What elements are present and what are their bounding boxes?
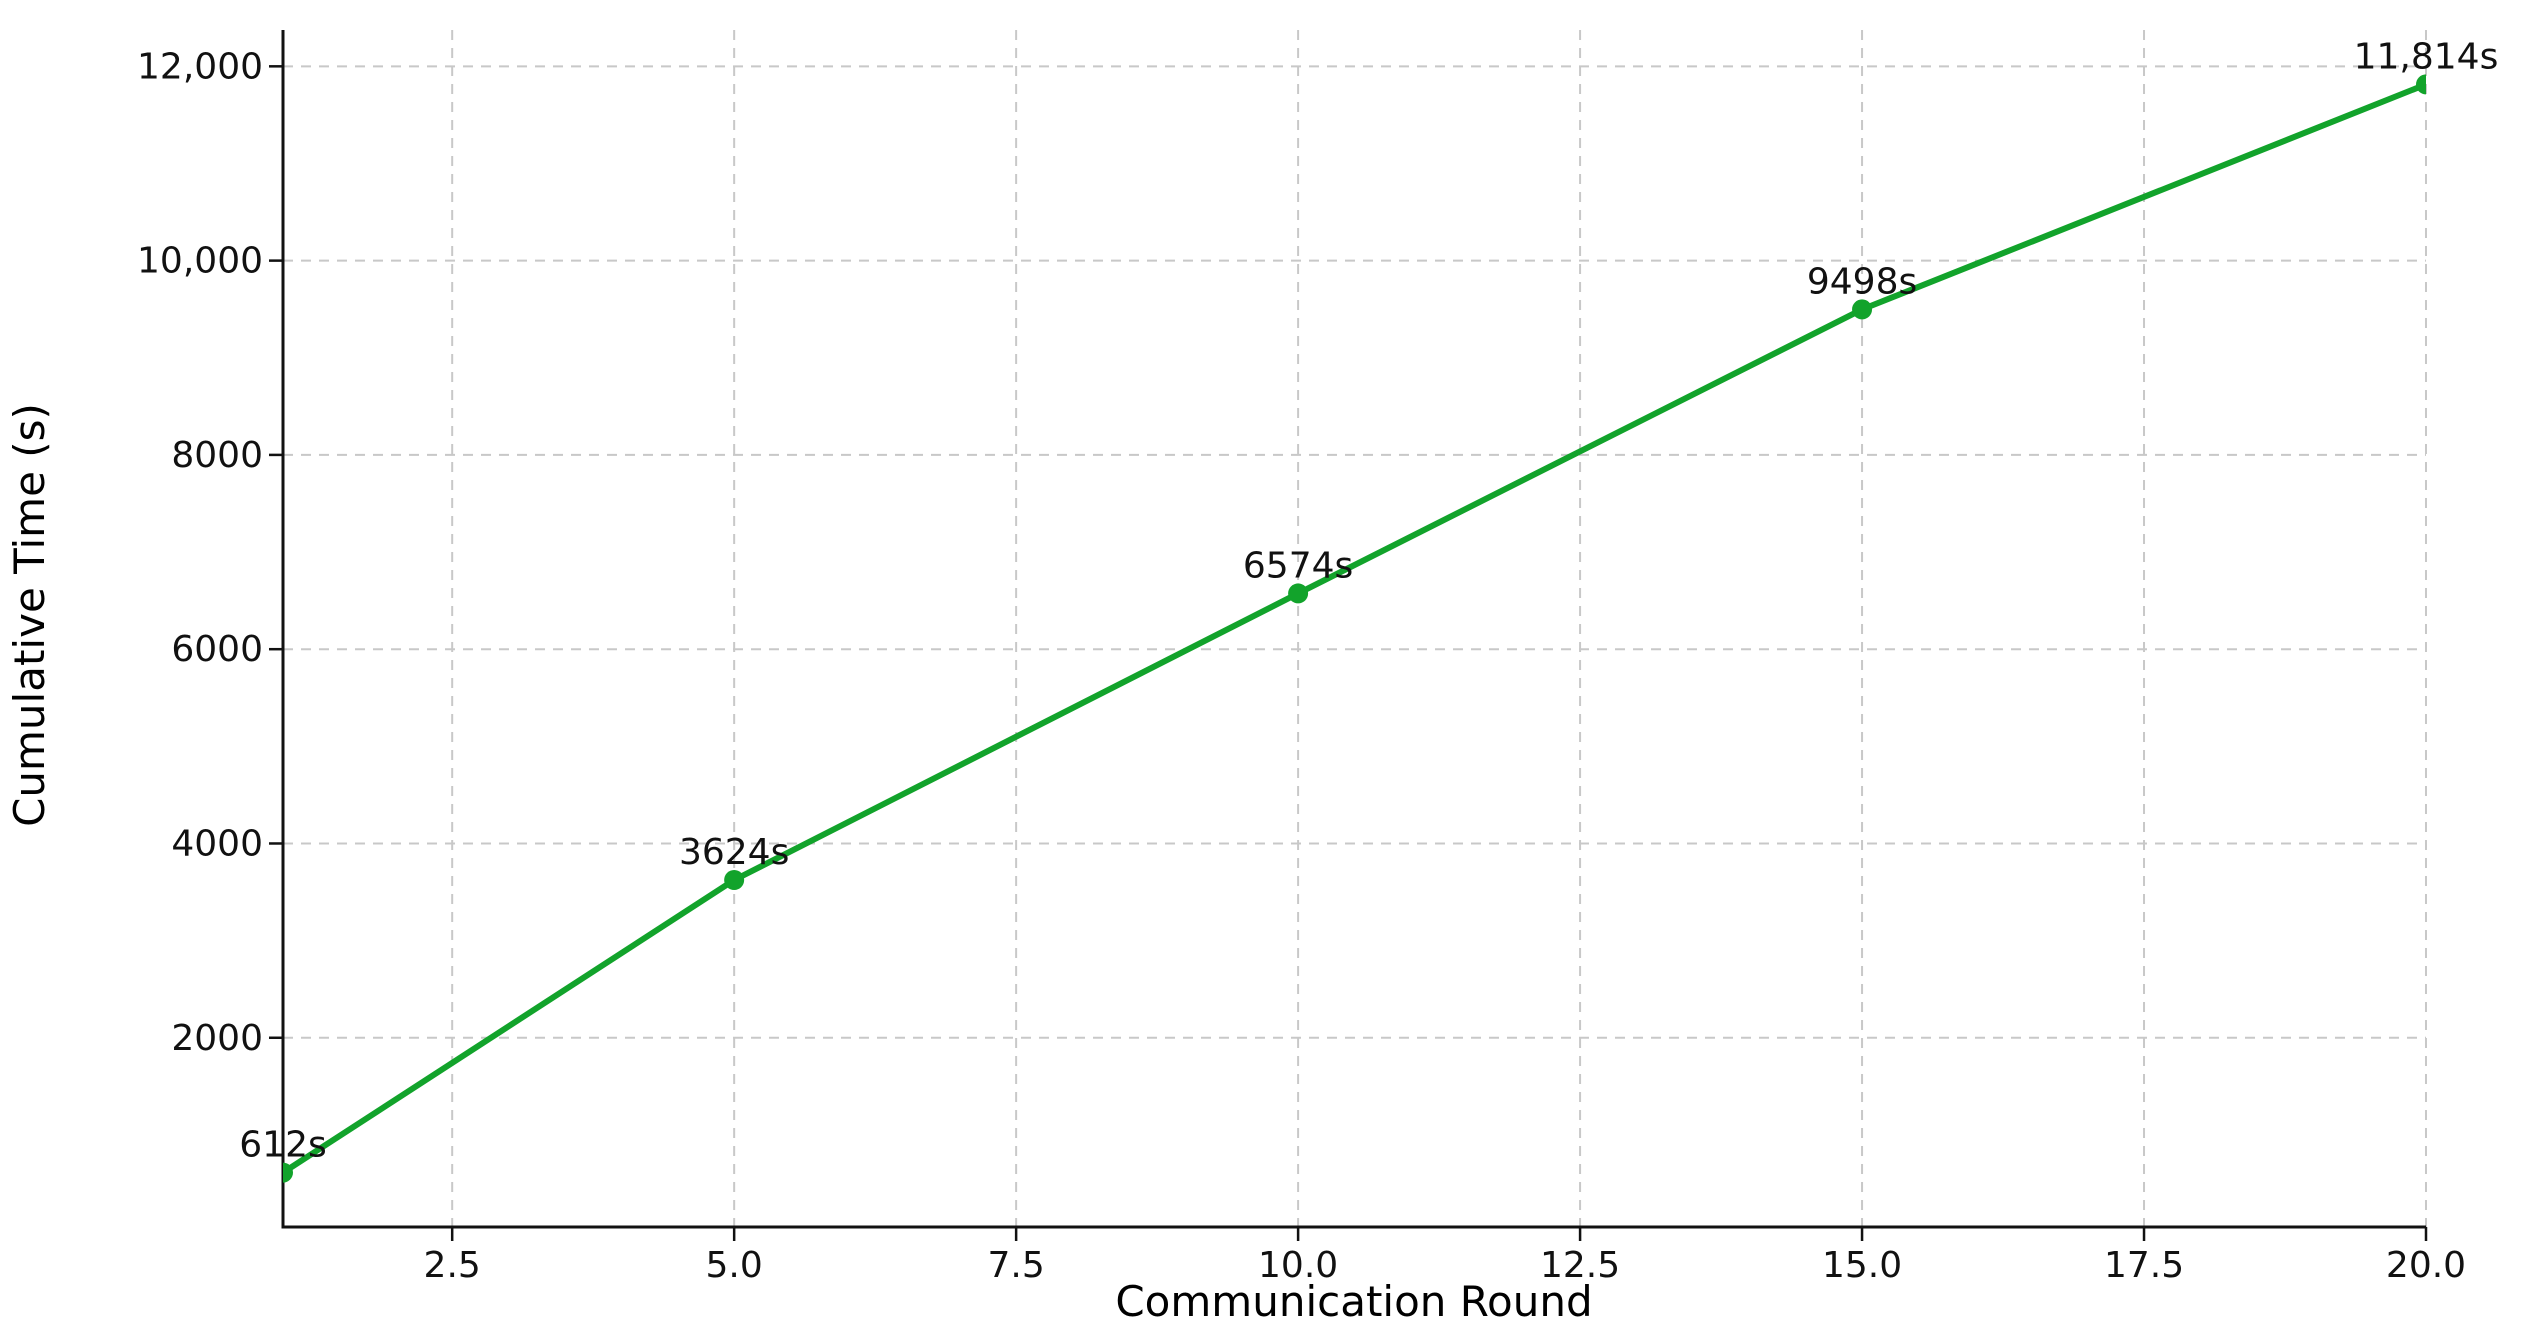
data-point-marker (283, 1162, 293, 1183)
x-tick-label: 5.0 (706, 1245, 763, 1286)
gridlines (283, 30, 2427, 1227)
x-tick-label: 20.0 (2386, 1245, 2466, 1286)
data-point-marker (2416, 74, 2426, 95)
y-tick-label: 12,000 (137, 46, 263, 87)
x-tick-label: 17.5 (2104, 1245, 2184, 1286)
data-point-label: 3624s (679, 832, 789, 873)
x-tick-label: 12.5 (1540, 1245, 1620, 1286)
x-tick-label: 10.0 (1258, 1245, 1338, 1286)
data-point-marker (724, 870, 745, 891)
x-tick-label: 2.5 (424, 1245, 481, 1286)
data-point-label: 612s (239, 1125, 326, 1166)
y-tick-label: 2000 (171, 1018, 263, 1059)
y-tick-label: 10,000 (137, 241, 263, 282)
series-line (283, 81, 2426, 1176)
data-point-labels: 612s 3624s 6574s 9498s 11,814s (239, 36, 2498, 1165)
data-point-label: 11,814s (2354, 36, 2499, 77)
x-tick-label: 15.0 (1822, 1245, 1902, 1286)
axes: 2.5 5.0 7.5 10.0 12.5 15.0 17.5 20.0 2000 4000 600… (137, 30, 2466, 1286)
x-axis-title: Communication Round (1115, 1277, 1592, 1326)
data-point-label: 9498s (1807, 261, 1917, 302)
y-axis-title: Cumulative Time (s) (5, 403, 54, 827)
data-point-marker (1852, 299, 1873, 320)
axis-spines (281, 30, 2426, 1229)
data-point-marker (1288, 583, 1309, 604)
data-series (283, 74, 2426, 1183)
x-tick-label: 7.5 (987, 1245, 1044, 1286)
data-point-label: 6574s (1243, 545, 1353, 586)
y-tick-label: 6000 (171, 629, 263, 670)
y-tick-label: 8000 (171, 435, 263, 476)
y-tick-label: 4000 (171, 823, 263, 864)
